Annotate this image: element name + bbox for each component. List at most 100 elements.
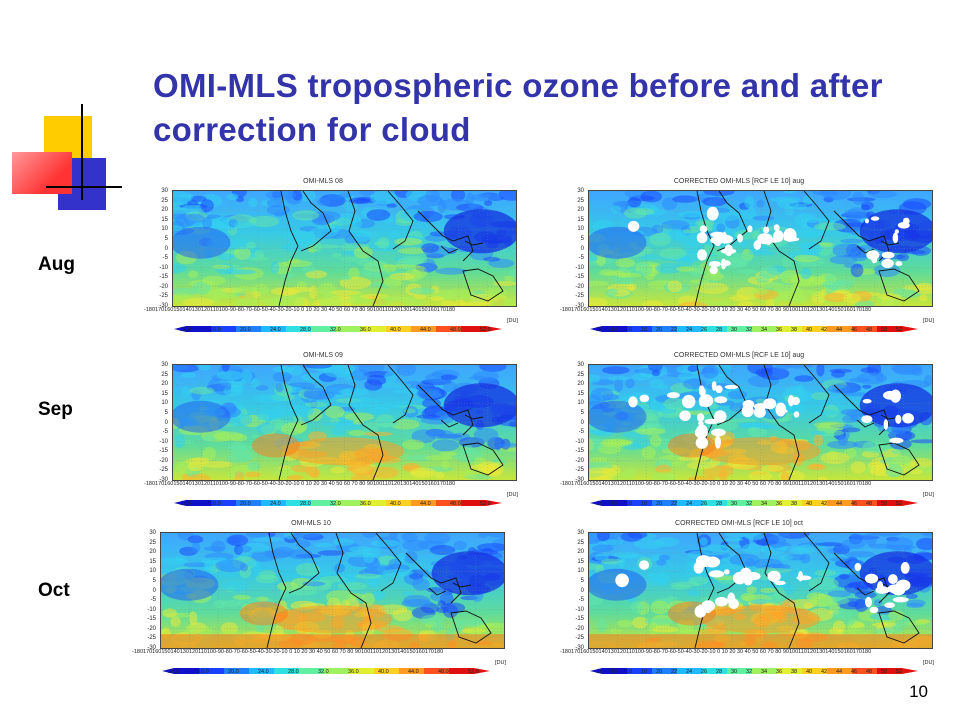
page-number: 10 (909, 682, 928, 701)
lat-tick: -20 (147, 625, 156, 632)
lat-tick: 10 (577, 568, 584, 575)
colorbar-tick: 30 (731, 327, 738, 333)
ozone-map (172, 190, 517, 307)
lat-tick: -10 (159, 438, 168, 445)
lon-tick-labels: -180170160150140130120110100-90-80-70-60… (144, 481, 456, 487)
colorbar-tick: 38 (791, 501, 798, 507)
map-title: OMI-MLS 10 (291, 520, 331, 527)
colorbar-tick: 48.0 (438, 669, 449, 675)
colorbar-tick: 20 (656, 669, 663, 675)
colorbar-tick: 26 (701, 669, 708, 675)
colorbar-tick: 32.0 (318, 669, 329, 675)
colorbar-tick: 44 (836, 669, 843, 675)
colorbar-tick: 14 (611, 327, 618, 333)
colorbar-tick: 50 (881, 327, 888, 333)
lat-tick: 5 (580, 235, 584, 242)
colorbar-tick: 14 (611, 501, 618, 507)
lat-tick: -30 (575, 645, 584, 651)
colorbar-tick: 16 (626, 669, 633, 675)
colorbar-tick: 48.0 (450, 327, 461, 333)
colorbar-tick: 52.0 (480, 327, 491, 333)
colorbar-tick: 12.0 (180, 327, 191, 333)
colorbar-tick: 18 (641, 327, 648, 333)
lat-tick: 15 (577, 558, 584, 565)
lat-tick: 30 (577, 530, 584, 536)
lat-tick: 15 (161, 390, 168, 397)
colorbar-tick: 30 (731, 501, 738, 507)
ozone-map (172, 364, 517, 481)
colorbar-tick: 24.0 (270, 327, 281, 333)
colorbar-tick: 52 (896, 501, 903, 507)
colorbar-tick: 46 (851, 501, 858, 507)
lat-tick: 25 (577, 197, 584, 204)
lat-tick: 5 (152, 577, 156, 584)
map-title: OMI-MLS 09 (303, 352, 343, 359)
map-title: OMI-MLS 08 (303, 178, 343, 185)
colorbar-tick: 48.0 (450, 501, 461, 507)
colorbar-tick: 36 (776, 327, 783, 333)
map-title: CORRECTED OMI-MLS [RCF LE 10] oct (675, 520, 803, 527)
lat-tick: -15 (575, 448, 584, 455)
lat-tick: 25 (149, 539, 156, 546)
colorbar-tick: 44.0 (420, 501, 431, 507)
colorbar-tick: 24.0 (270, 501, 281, 507)
lat-tick: -5 (578, 597, 584, 604)
lat-tick: -20 (575, 625, 584, 632)
lon-tick-labels: -180170160150140130120110100-90-80-70-60… (560, 649, 872, 655)
colorbar-tick: 38 (791, 327, 798, 333)
lat-tick: -15 (159, 274, 168, 281)
colorbar-tick: 40 (806, 327, 813, 333)
row-label-sep: Sep (38, 399, 73, 420)
lat-tick: -15 (575, 616, 584, 623)
colorbar-tick: 52 (896, 669, 903, 675)
lat-tick: 10 (577, 400, 584, 407)
colorbar-tick: 42 (821, 501, 828, 507)
lat-tick: 0 (580, 587, 584, 594)
colorbar-tick: 52.0 (480, 501, 491, 507)
lat-tick: 5 (164, 235, 168, 242)
lat-tick: -20 (575, 283, 584, 290)
deco-vertical-line (81, 104, 83, 200)
colorbar-tick: 34 (761, 501, 768, 507)
colorbar-tick: 32 (746, 327, 753, 333)
map-panel-oct-original: OMI-MLS 10 30 25 20 15 10 5 0 -5 -10 -15 -20 -25 -30-… (110, 518, 512, 680)
colorbar-tick: 16.0 (198, 669, 209, 675)
colorbar-tick: 20 (656, 501, 663, 507)
colorbar-tick: 22 (671, 669, 678, 675)
colorbar-tick: 24 (686, 501, 693, 507)
colorbar-tick: 18 (641, 669, 648, 675)
colorbar-tick: 24 (686, 327, 693, 333)
lat-tick: 25 (577, 371, 584, 378)
lat-tick: 15 (149, 558, 156, 565)
colorbar-tick: 44.0 (420, 327, 431, 333)
lat-tick: -30 (575, 477, 584, 483)
colorbar-tick: 40 (806, 501, 813, 507)
colorbar-unit: [DU] (923, 660, 934, 666)
row-label-aug: Aug (38, 254, 75, 275)
lat-tick: 20 (577, 549, 584, 556)
map-panel-aug-corrected: CORRECTED OMI-MLS [RCF LE 10] aug 30 25 20 1… (538, 176, 940, 338)
colorbar-tick: 18 (641, 501, 648, 507)
lat-tick: -25 (159, 467, 168, 474)
lat-tick: 20 (577, 381, 584, 388)
lat-tick: 5 (164, 409, 168, 416)
colorbar-tick: 36.0 (360, 327, 371, 333)
lat-tick: -25 (159, 293, 168, 300)
colorbar-unit: [DU] (923, 318, 934, 324)
lat-tick: -5 (150, 597, 156, 604)
colorbar (162, 661, 490, 674)
colorbar-tick: 52 (896, 327, 903, 333)
lat-tick: 10 (577, 226, 584, 233)
colorbar-tick: 32 (746, 669, 753, 675)
lat-tick: 30 (161, 362, 168, 368)
colorbar-tick: 20.0 (240, 327, 251, 333)
map-title: CORRECTED OMI-MLS [RCF LE 10] aug (673, 178, 805, 185)
lon-tick-labels: -180170160150140130120110100-90-80-70-60… (132, 649, 444, 655)
colorbar-tick: 36.0 (360, 501, 371, 507)
colorbar (174, 493, 502, 506)
colorbar-tick: 26 (701, 327, 708, 333)
colorbar-tick: 16 (626, 501, 633, 507)
colorbar-tick: 12.0 (180, 501, 191, 507)
colorbar-tick: 28.0 (300, 501, 311, 507)
lat-tick: -20 (575, 457, 584, 464)
